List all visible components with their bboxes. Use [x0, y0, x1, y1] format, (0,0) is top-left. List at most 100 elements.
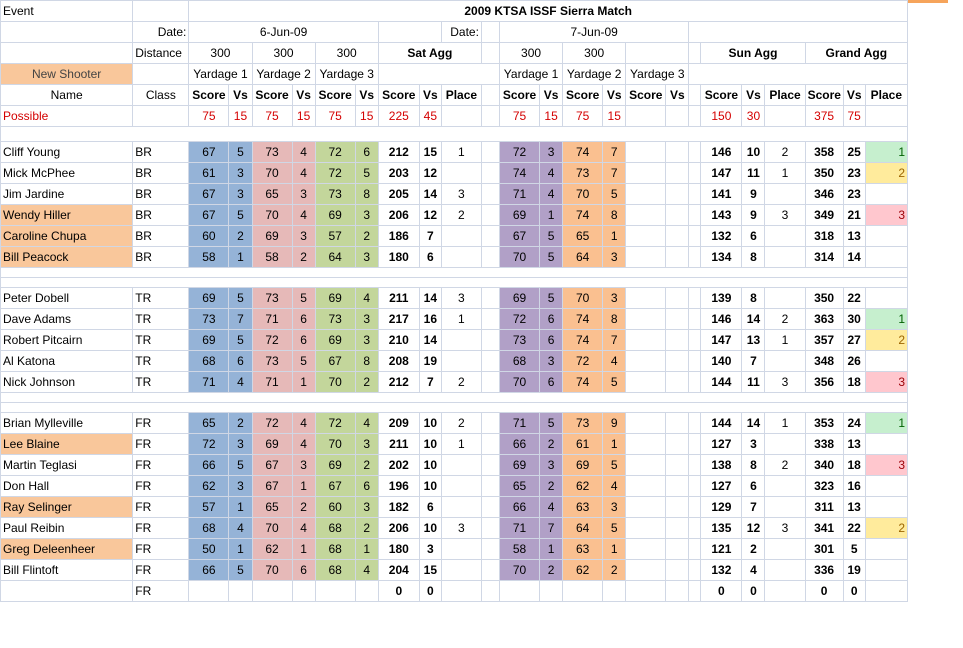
- sat-agg-vs[interactable]: 10: [418, 412, 442, 434]
- sun-yardage-1-score[interactable]: 66: [498, 433, 541, 455]
- sun-yardage-1-vs[interactable]: 5: [539, 225, 564, 247]
- sat-agg-score[interactable]: 212: [377, 141, 420, 163]
- empty-cell[interactable]: [480, 350, 500, 372]
- table-row[interactable]: Paul Reibin FR 68 4 70 4 68 2 206 10 3 71 7 64 5 135 12 3…: [0, 517, 909, 539]
- sat-agg-vs[interactable]: 3: [418, 538, 442, 560]
- empty-cell[interactable]: [864, 580, 909, 602]
- yardage-1-vs[interactable]: 2: [228, 412, 253, 434]
- yardage-2-score[interactable]: 71: [251, 371, 293, 393]
- grand-agg-score[interactable]: 301: [804, 538, 844, 560]
- sun-yardage-2-vs[interactable]: 8: [602, 204, 627, 226]
- shooter-name[interactable]: Mick McPhee: [0, 162, 134, 184]
- grand-agg-vs[interactable]: 16: [842, 475, 866, 497]
- table-row[interactable]: Don Hall FR 62 3 67 1 67 6 196 10 65 2 62 4 127 6 323 16: [0, 475, 909, 497]
- yardage-1-score[interactable]: 50: [188, 538, 230, 560]
- yardage-1-vs[interactable]: 4: [228, 371, 253, 393]
- yardage-2-score[interactable]: 69: [251, 433, 293, 455]
- yardage-3-score[interactable]: 68: [314, 538, 356, 560]
- empty-cell[interactable]: [480, 225, 500, 247]
- grand-agg-score[interactable]: 349: [804, 204, 844, 226]
- empty-cell[interactable]: [688, 475, 702, 497]
- grand-agg-score[interactable]: 311: [804, 496, 844, 518]
- yardage-3-score[interactable]: 57: [314, 225, 356, 247]
- grand-agg-header[interactable]: Grand Agg: [804, 42, 909, 64]
- sun-place[interactable]: [764, 538, 806, 560]
- sun-agg-vs[interactable]: 9: [741, 204, 766, 226]
- sun-agg-score[interactable]: 146: [700, 308, 743, 330]
- yardage-3-score[interactable]: 60: [314, 496, 356, 518]
- grand-place-header[interactable]: Place: [864, 84, 909, 106]
- grand-agg-vs[interactable]: 21: [842, 204, 866, 226]
- grand-agg-vs[interactable]: 22: [842, 517, 866, 539]
- sat-place[interactable]: [440, 246, 482, 268]
- yardage-2-vs[interactable]: 6: [291, 559, 316, 581]
- sun-yardage-2-score[interactable]: 70: [562, 287, 604, 309]
- grand-agg-score[interactable]: 314: [804, 246, 844, 268]
- spacer-row[interactable]: [0, 267, 908, 278]
- grand-place[interactable]: [864, 183, 909, 205]
- yardage-3-vs[interactable]: 2: [354, 517, 379, 539]
- possible-score[interactable]: 75: [562, 105, 604, 127]
- yardage-2-vs[interactable]: 4: [291, 162, 316, 184]
- grand-place[interactable]: [864, 350, 909, 372]
- sun-agg-vs[interactable]: 7: [741, 496, 766, 518]
- yardage-1-score[interactable]: 67: [188, 183, 230, 205]
- sun-date-label[interactable]: Date:: [440, 21, 482, 43]
- table-row[interactable]: Wendy Hiller BR 67 5 70 4 69 3 206 12 2 69 1 74 8 143 9 3…: [0, 204, 909, 226]
- yardage-1-score[interactable]: 67: [188, 204, 230, 226]
- grand-agg-score[interactable]: 341: [804, 517, 844, 539]
- grand-place[interactable]: [864, 496, 909, 518]
- empty-cell[interactable]: [688, 204, 702, 226]
- yardage-2-score[interactable]: 73: [251, 141, 293, 163]
- distance-y2[interactable]: 300: [251, 42, 316, 64]
- empty-cell[interactable]: [480, 329, 500, 351]
- empty-cell[interactable]: [764, 580, 806, 602]
- yardage-1-vs[interactable]: 4: [228, 517, 253, 539]
- yardage-3-vs[interactable]: 3: [354, 204, 379, 226]
- sat-agg-vs[interactable]: 6: [418, 246, 442, 268]
- shooter-class[interactable]: BR: [132, 225, 190, 247]
- sat-agg-score[interactable]: 209: [377, 412, 420, 434]
- shooter-name[interactable]: Don Hall: [0, 475, 134, 497]
- shooter-name[interactable]: [0, 580, 134, 602]
- grand-score-header[interactable]: Score: [804, 84, 844, 106]
- empty-cell[interactable]: [188, 580, 230, 602]
- sun-yardage-3-vs[interactable]: [665, 559, 690, 581]
- sun-place[interactable]: [764, 225, 806, 247]
- grand-agg-vs[interactable]: 18: [842, 371, 866, 393]
- empty-cell[interactable]: [688, 412, 702, 434]
- grand-place[interactable]: 3: [864, 371, 909, 393]
- yardage-3-vs[interactable]: 8: [354, 183, 379, 205]
- empty-cell[interactable]: [480, 517, 500, 539]
- yardage-1-vs[interactable]: 5: [228, 329, 253, 351]
- yardage-1-score[interactable]: 68: [188, 350, 230, 372]
- shooter-class[interactable]: FR: [132, 559, 190, 581]
- grand-place[interactable]: [864, 475, 909, 497]
- sat-place[interactable]: [440, 350, 482, 372]
- empty-cell[interactable]: [688, 225, 702, 247]
- event-label[interactable]: Event: [0, 0, 134, 22]
- shooter-class[interactable]: FR: [132, 496, 190, 518]
- sun-yardage-3-score[interactable]: [625, 162, 667, 184]
- sun-yardage-2-vs[interactable]: 5: [602, 183, 627, 205]
- empty-cell[interactable]: [688, 329, 702, 351]
- sun-yardage-3-score[interactable]: [625, 433, 667, 455]
- grand-agg-score[interactable]: 350: [804, 162, 844, 184]
- sun-yardage-1-score[interactable]: 65: [498, 475, 541, 497]
- yardage-2-vs[interactable]: 6: [291, 329, 316, 351]
- yardage-1-header[interactable]: Yardage 1: [188, 63, 253, 85]
- table-row[interactable]: Bill Flintoft FR 66 5 70 6 68 4 204 15 70 2 62 2 132 4 3…: [0, 559, 909, 581]
- empty-cell[interactable]: [688, 454, 702, 476]
- possible-sun-score[interactable]: 150: [700, 105, 743, 127]
- yardage-1-score[interactable]: 58: [188, 246, 230, 268]
- empty-cell[interactable]: [480, 475, 500, 497]
- sun-yardage-2-score[interactable]: 74: [562, 308, 604, 330]
- sun-yardage-3-vs[interactable]: [665, 246, 690, 268]
- table-row[interactable]: Al Katona TR 68 6 73 5 67 8 208 19 68 3 72 4 140 7 348 26: [0, 350, 909, 372]
- shooter-name[interactable]: Bill Flintoft: [0, 559, 134, 581]
- yardage-3-vs[interactable]: 5: [354, 162, 379, 184]
- sun-agg-vs[interactable]: 12: [741, 517, 766, 539]
- sun-agg-score[interactable]: 147: [700, 162, 743, 184]
- grand-agg-score[interactable]: 346: [804, 183, 844, 205]
- sun-agg-vs[interactable]: 4: [741, 559, 766, 581]
